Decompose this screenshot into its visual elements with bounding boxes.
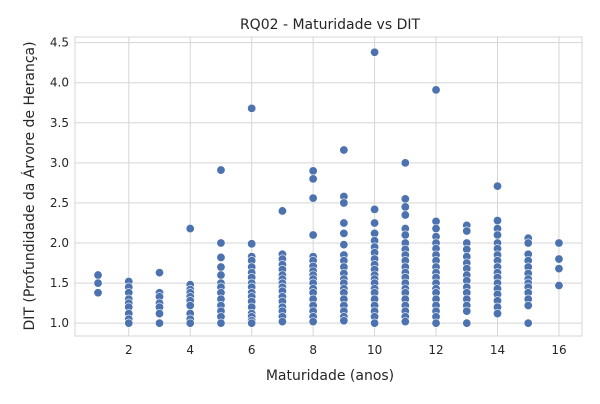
y-tick-labels: 1.0 1.5 2.0 2.5 3.0 3.5 4.0 4.5 [50, 36, 69, 331]
x-tick-label: 6 [248, 343, 256, 357]
scatter-point [185, 224, 195, 234]
plot-frame [74, 36, 583, 337]
scatter-point [308, 174, 318, 184]
scatter-point [370, 318, 380, 328]
scatter-point [216, 252, 226, 262]
scatter-point [462, 306, 472, 316]
scatter-point [370, 204, 380, 214]
y-tick-label: 2.5 [50, 196, 69, 210]
scatter-point [93, 288, 103, 298]
x-tick-label: 10 [367, 343, 382, 357]
scatter-point [370, 218, 380, 228]
y-tick-label: 1.0 [50, 316, 69, 330]
y-tick-label: 4.0 [50, 76, 69, 90]
scatter-point [93, 270, 103, 280]
scatter-point [185, 318, 195, 328]
scatter-point [370, 47, 380, 57]
scatter-point [308, 230, 318, 240]
scatter-point [431, 85, 441, 95]
scatter-point [431, 224, 441, 234]
scatter-point [523, 238, 533, 248]
scatter-point [400, 158, 410, 168]
scatter-point [247, 318, 257, 328]
scatter-point [247, 103, 257, 113]
y-tick-label: 3.5 [50, 116, 69, 130]
scatter-point [523, 318, 533, 328]
scatter-point [277, 206, 287, 216]
scatter-point [339, 218, 349, 228]
scatter-point [308, 166, 318, 176]
scatter-point [492, 309, 502, 319]
scatter-point [185, 301, 195, 311]
scatter-point [400, 202, 410, 212]
x-tick-label: 12 [428, 343, 443, 357]
scatter-point [554, 264, 564, 274]
scatter-point [339, 240, 349, 250]
scatter-point [247, 239, 257, 249]
x-tick-labels: 2 4 6 8 10 12 14 16 [125, 343, 567, 357]
scatter-point [492, 230, 502, 240]
x-tick-label: 4 [186, 343, 194, 357]
x-axis-label: Maturidade (anos) [266, 368, 394, 384]
scatter-point [93, 278, 103, 288]
x-tick-label: 14 [490, 343, 505, 357]
scatter-point [492, 181, 502, 191]
y-tick-label: 2.0 [50, 236, 69, 250]
scatter-point [400, 317, 410, 327]
scatter-point [339, 316, 349, 326]
scatter-point [554, 238, 564, 248]
scatter-point [400, 194, 410, 204]
scatter-point [216, 318, 226, 328]
scatter-point [308, 193, 318, 203]
scatter-point [462, 226, 472, 236]
scatter-point [216, 238, 226, 248]
scatter-point [216, 270, 226, 280]
data-points [93, 47, 564, 328]
scatter-point [155, 309, 165, 319]
scatter-point [492, 216, 502, 226]
chart-title: RQ02 - Maturidade vs DIT [240, 17, 421, 33]
scatter-point [216, 165, 226, 175]
scatter-point [339, 145, 349, 155]
y-tick-label: 4.5 [50, 36, 69, 50]
scatter-point [462, 318, 472, 328]
scatter-point [554, 254, 564, 264]
grid-lines [74, 36, 583, 337]
scatter-point [339, 228, 349, 238]
scatter-point [431, 318, 441, 328]
scatter-point [339, 198, 349, 208]
scatter-point [554, 280, 564, 290]
scatter-point [216, 262, 226, 272]
y-tick-label: 3.0 [50, 156, 69, 170]
y-axis-label: DIT (Profundidade da Árvore de Herança) [21, 41, 38, 330]
scatter-point [155, 268, 165, 278]
scatter-point [523, 301, 533, 311]
scatter-point [155, 318, 165, 328]
scatter-point [400, 230, 410, 240]
scatter-point [308, 317, 318, 327]
y-tick-label: 1.5 [50, 276, 69, 290]
x-tick-label: 2 [125, 343, 133, 357]
scatter-point [277, 317, 287, 327]
scatter-point [400, 210, 410, 220]
x-tick-label: 16 [551, 343, 566, 357]
scatter-point [124, 318, 134, 328]
x-tick-label: 8 [309, 343, 317, 357]
